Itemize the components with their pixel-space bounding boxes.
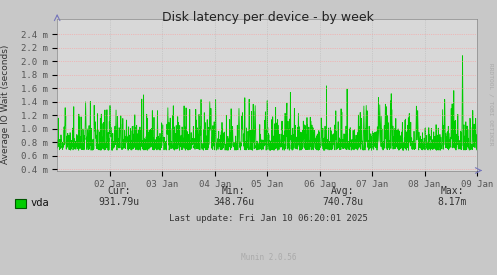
Text: Avg:: Avg: [331, 186, 355, 196]
Text: vda: vda [31, 198, 50, 208]
Text: 740.78u: 740.78u [323, 197, 363, 207]
Text: Min:: Min: [222, 186, 246, 196]
Text: Disk latency per device - by week: Disk latency per device - by week [163, 11, 374, 24]
Text: Cur:: Cur: [107, 186, 131, 196]
Text: Munin 2.0.56: Munin 2.0.56 [241, 253, 296, 262]
Text: Average IO Wait (seconds): Average IO Wait (seconds) [1, 45, 10, 164]
Text: 348.76u: 348.76u [213, 197, 254, 207]
Text: RRDTOOL / TOBI OETIKER: RRDTOOL / TOBI OETIKER [489, 63, 494, 146]
Text: 8.17m: 8.17m [437, 197, 467, 207]
Text: 931.79u: 931.79u [99, 197, 140, 207]
Text: Last update: Fri Jan 10 06:20:01 2025: Last update: Fri Jan 10 06:20:01 2025 [169, 214, 368, 223]
Text: Max:: Max: [440, 186, 464, 196]
